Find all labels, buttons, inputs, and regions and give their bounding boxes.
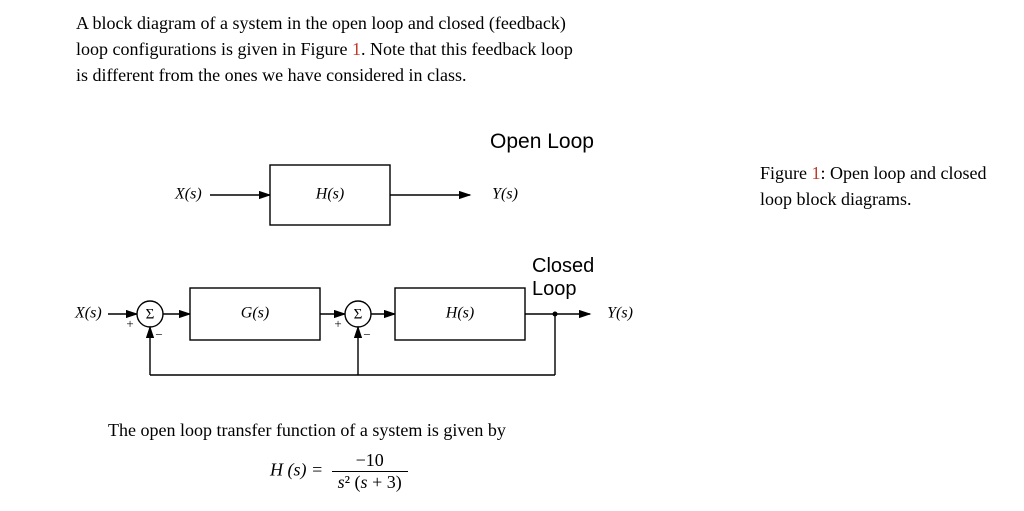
svg-text:Σ: Σ bbox=[146, 306, 155, 322]
eq-fraction: −10 s² (s + 3) bbox=[332, 450, 408, 493]
transfer-function-equation: H (s) = −10 s² (s + 3) bbox=[270, 450, 412, 493]
bottom-text: The open loop transfer function of a sys… bbox=[108, 420, 668, 441]
svg-text:+: + bbox=[126, 316, 133, 331]
eq-numerator: −10 bbox=[332, 450, 408, 472]
eq-lhs: H (s) = bbox=[270, 460, 328, 480]
svg-text:−: − bbox=[155, 327, 162, 342]
svg-text:−: − bbox=[363, 327, 370, 342]
svg-text:H(s): H(s) bbox=[445, 305, 474, 322]
svg-text:Y(s): Y(s) bbox=[492, 186, 518, 203]
svg-text:X(s): X(s) bbox=[174, 186, 202, 203]
svg-text:G(s): G(s) bbox=[241, 305, 269, 322]
svg-text:Y(s): Y(s) bbox=[607, 305, 633, 322]
svg-text:H(s): H(s) bbox=[315, 186, 344, 203]
eq-denominator: s² (s + 3) bbox=[332, 472, 408, 493]
svg-text:X(s): X(s) bbox=[74, 305, 102, 322]
svg-text:Σ: Σ bbox=[354, 306, 363, 322]
svg-text:+: + bbox=[334, 316, 341, 331]
